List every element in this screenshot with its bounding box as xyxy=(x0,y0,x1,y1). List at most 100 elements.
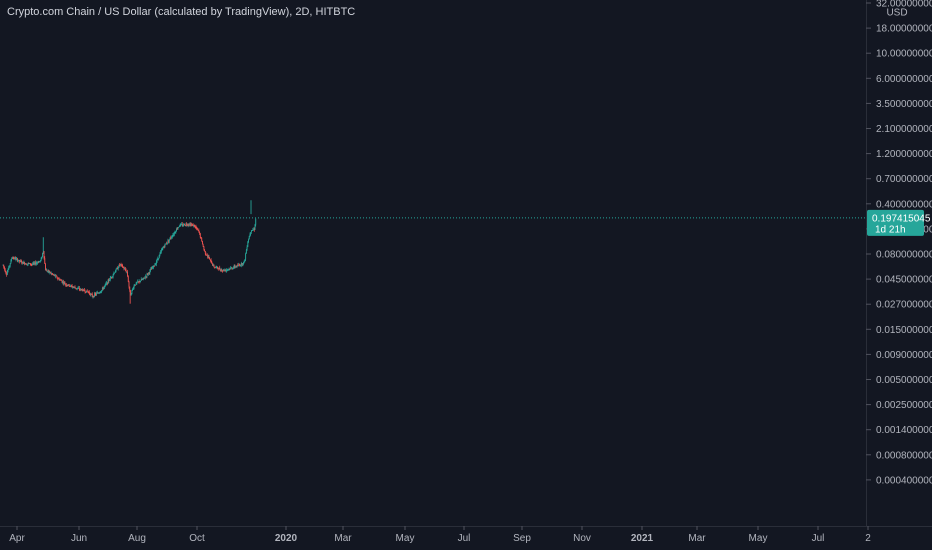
candle-body xyxy=(133,285,135,289)
candle-body xyxy=(161,249,163,251)
y-tick-label: 0.045000000 xyxy=(876,275,932,286)
candle-body xyxy=(139,280,141,282)
candle-body xyxy=(204,249,206,251)
candle-body xyxy=(102,287,104,290)
candle-body xyxy=(63,282,65,284)
candle-body xyxy=(195,226,197,229)
candle-body xyxy=(240,263,242,266)
candle-body xyxy=(182,225,184,227)
price-axis[interactable]: 32.000000000USD 18.000000000 10.000000000 6… xyxy=(866,0,932,486)
candle-body xyxy=(52,274,54,276)
y-tick-label: 6.000000000 xyxy=(876,74,932,85)
candle-body xyxy=(84,291,86,292)
candle-body xyxy=(162,247,164,250)
candle-body xyxy=(185,223,187,226)
candle-body xyxy=(47,271,49,273)
x-tick-label: Mar xyxy=(688,533,706,544)
candle-body xyxy=(94,293,96,295)
candle-body xyxy=(20,260,22,262)
candle-body xyxy=(172,234,174,237)
candle-body xyxy=(215,266,217,268)
candle-body xyxy=(178,226,180,228)
candle-body xyxy=(196,228,198,230)
candle-body xyxy=(99,292,100,294)
candle-body xyxy=(244,259,246,261)
candle-body xyxy=(165,243,167,245)
candle-body xyxy=(110,277,112,279)
candle-body xyxy=(142,277,144,279)
candle-body xyxy=(214,267,216,269)
candle-body xyxy=(22,261,24,264)
candle-body xyxy=(88,291,90,293)
candle-body xyxy=(15,258,17,260)
candle-body xyxy=(91,293,93,297)
candle-body xyxy=(78,287,80,290)
last-price-label: 0.197415045 xyxy=(872,213,931,224)
candle-body xyxy=(229,268,231,270)
time-axis[interactable]: Apr Jun Aug Oct 2020 Mar May Jul Sep Nov 2021 Mar Ma… xyxy=(9,526,871,544)
candle-body xyxy=(212,263,213,266)
candle-body xyxy=(3,266,5,269)
candle-body xyxy=(121,264,123,266)
candle-body xyxy=(5,271,7,274)
candle-body xyxy=(238,264,240,266)
candle-body xyxy=(57,278,59,279)
candle-body xyxy=(165,243,167,245)
candle-body xyxy=(3,264,5,267)
candle-body xyxy=(222,270,224,272)
candle-body xyxy=(8,266,10,270)
candle-body xyxy=(189,223,190,225)
candle-body xyxy=(21,261,23,263)
candle-body xyxy=(109,279,111,281)
candle-body xyxy=(128,281,130,287)
candle-body xyxy=(9,263,11,266)
candle-body xyxy=(68,284,70,287)
candle-body xyxy=(2,264,4,266)
candle-body xyxy=(69,286,71,287)
x-tick-label: Aug xyxy=(128,533,146,544)
candle-body xyxy=(253,229,255,231)
candle-body xyxy=(92,296,94,298)
candle-body xyxy=(234,265,236,268)
x-tick-label: 2021 xyxy=(631,533,654,544)
candle-body xyxy=(57,278,59,280)
candle-body xyxy=(114,272,116,274)
candle-body xyxy=(60,279,62,281)
candle-body xyxy=(10,260,12,264)
candle-body xyxy=(33,263,35,265)
x-tick-label: Jul xyxy=(812,533,825,544)
candle-body xyxy=(153,265,155,267)
candle-body xyxy=(183,223,185,226)
candle-body xyxy=(197,229,199,231)
candle-body xyxy=(13,257,15,259)
candle-body xyxy=(240,265,242,266)
candle-body xyxy=(242,264,244,265)
candle-body xyxy=(147,273,149,275)
candle-body xyxy=(241,263,243,265)
currency-label: USD xyxy=(886,8,907,19)
candle-body xyxy=(37,262,39,264)
candle-body xyxy=(115,269,117,272)
candle-body xyxy=(183,223,185,226)
y-tick-label: 2.100000000 xyxy=(876,124,932,135)
candle-body xyxy=(112,274,114,277)
candle-body xyxy=(97,292,99,294)
candle-body xyxy=(205,253,207,255)
y-tick-label: 3.500000000 xyxy=(876,99,932,110)
x-tick-label: May xyxy=(396,533,415,544)
y-tick-label: 0.080000000 xyxy=(876,250,932,261)
x-tick-label: Jun xyxy=(71,533,87,544)
candle-body xyxy=(105,283,107,285)
candle-body xyxy=(235,266,237,268)
candle-body xyxy=(87,291,89,293)
candle-body xyxy=(180,224,182,226)
candle-body xyxy=(164,243,166,247)
candle-body xyxy=(227,269,229,271)
candle-body xyxy=(60,279,62,281)
candle-body xyxy=(177,227,179,229)
candle-body xyxy=(42,251,44,253)
candle-body xyxy=(212,264,214,266)
y-tick-label: 0.005000000 xyxy=(876,375,932,386)
candle-body xyxy=(51,273,53,275)
